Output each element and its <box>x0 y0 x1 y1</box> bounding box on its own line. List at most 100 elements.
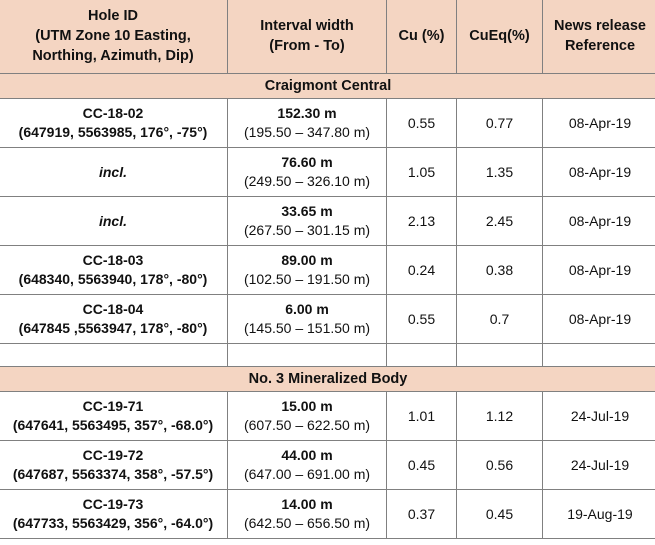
hole-cell: incl. <box>0 147 228 197</box>
cueq-value: 0.56 <box>456 440 543 490</box>
hole-cell: CC-18-02 (647919, 5563985, 176°, -75°) <box>0 98 228 148</box>
interval-width: 89.00 m <box>281 252 333 268</box>
blank-row <box>0 343 655 367</box>
blank-cell <box>0 343 228 367</box>
header-news-ref: News release Reference <box>542 0 655 74</box>
cu-value: 2.13 <box>386 196 457 246</box>
table-row: CC-18-04 (647845 ,5563947, 178°, -80°) 6.… <box>0 294 655 344</box>
section-row: No. 3 Mineralized Body <box>0 366 655 392</box>
cu-value: 0.55 <box>386 98 457 148</box>
interval-range: (267.50 – 301.15 m) <box>243 222 371 238</box>
hole-coords: (648340, 5563940, 178°, -80°) <box>18 271 208 287</box>
hole-cell: CC-18-04 (647845 ,5563947, 178°, -80°) <box>0 294 228 344</box>
interval-range: (642.50 – 656.50 m) <box>243 515 371 531</box>
header-hole-id-sub2: Northing, Azimuth, Dip) <box>32 48 194 64</box>
hole-id: CC-19-71 <box>82 398 144 414</box>
hole-id: CC-19-72 <box>82 447 144 463</box>
hole-coords: (647919, 5563985, 176°, -75°) <box>18 124 208 140</box>
interval-width: 76.60 m <box>281 154 333 170</box>
blank-cell <box>542 343 655 367</box>
hole-id: CC-19-73 <box>82 496 144 512</box>
interval-cell: 152.30 m (195.50 – 347.80 m) <box>227 98 387 148</box>
hole-id: CC-18-03 <box>82 252 144 268</box>
news-ref: 08-Apr-19 <box>542 294 655 344</box>
table-row: incl. 33.65 m (267.50 – 301.15 m) 2.13 2.… <box>0 196 655 246</box>
table-row: incl. 76.60 m (249.50 – 326.10 m) 1.05 1.… <box>0 147 655 197</box>
cu-value: 0.45 <box>386 440 457 490</box>
header-interval-title: Interval width <box>260 18 354 34</box>
cu-value: 0.37 <box>386 489 457 539</box>
hole-cell: incl. <box>0 196 228 246</box>
interval-cell: 76.60 m (249.50 – 326.10 m) <box>227 147 387 197</box>
interval-range: (195.50 – 347.80 m) <box>243 124 371 140</box>
hole-id: CC-18-02 <box>82 105 144 121</box>
interval-width: 33.65 m <box>281 203 333 219</box>
cu-value: 0.55 <box>386 294 457 344</box>
table-row: CC-19-73 (647733, 5563429, 356°, -64.0°) … <box>0 489 655 539</box>
hole-cell: CC-19-72 (647687, 5563374, 358°, -57.5°) <box>0 440 228 490</box>
hole-coords: (647641, 5563495, 357°, -68.0°) <box>12 417 214 433</box>
header-hole-id: Hole ID (UTM Zone 10 Easting, Northing, … <box>0 0 228 74</box>
cueq-value: 0.45 <box>456 489 543 539</box>
blank-cell <box>386 343 457 367</box>
interval-cell: 15.00 m (607.50 – 622.50 m) <box>227 391 387 441</box>
header-hole-id-title: Hole ID <box>88 8 138 24</box>
news-ref: 24-Jul-19 <box>542 391 655 441</box>
interval-cell: 89.00 m (102.50 – 191.50 m) <box>227 245 387 295</box>
interval-cell: 33.65 m (267.50 – 301.15 m) <box>227 196 387 246</box>
header-news-sub: Reference <box>564 38 636 54</box>
table-row: CC-19-71 (647641, 5563495, 357°, -68.0°) … <box>0 391 655 441</box>
header-cueq: CuEq(%) <box>456 0 543 74</box>
news-ref: 19-Aug-19 <box>542 489 655 539</box>
header-hole-id-sub1: (UTM Zone 10 Easting, <box>35 28 191 44</box>
blank-cell <box>227 343 387 367</box>
header-news-title: News release <box>554 18 646 34</box>
interval-width: 6.00 m <box>285 301 329 317</box>
cu-value: 0.24 <box>386 245 457 295</box>
cueq-value: 0.7 <box>456 294 543 344</box>
header-interval-sub: (From - To) <box>269 38 345 54</box>
hole-id: incl. <box>98 163 127 180</box>
news-ref: 08-Apr-19 <box>542 147 655 197</box>
cueq-value: 0.77 <box>456 98 543 148</box>
interval-cell: 44.00 m (647.00 – 691.00 m) <box>227 440 387 490</box>
news-ref: 08-Apr-19 <box>542 196 655 246</box>
hole-id: incl. <box>98 212 127 229</box>
section-title: No. 3 Mineralized Body <box>0 366 655 392</box>
table-row: CC-18-02 (647919, 5563985, 176°, -75°) 15… <box>0 98 655 148</box>
table-row: CC-18-03 (648340, 5563940, 178°, -80°) 89… <box>0 245 655 295</box>
hole-coords: (647687, 5563374, 358°, -57.5°) <box>12 466 214 482</box>
table-row: CC-19-72 (647687, 5563374, 358°, -57.5°) … <box>0 440 655 490</box>
interval-cell: 6.00 m (145.50 – 151.50 m) <box>227 294 387 344</box>
cu-value: 1.05 <box>386 147 457 197</box>
hole-coords: (647845 ,5563947, 178°, -80°) <box>18 320 208 336</box>
cueq-value: 2.45 <box>456 196 543 246</box>
hole-cell: CC-19-73 (647733, 5563429, 356°, -64.0°) <box>0 489 228 539</box>
interval-range: (647.00 – 691.00 m) <box>243 466 371 482</box>
hole-cell: CC-19-71 (647641, 5563495, 357°, -68.0°) <box>0 391 228 441</box>
interval-width: 14.00 m <box>281 496 333 512</box>
cueq-value: 1.12 <box>456 391 543 441</box>
interval-range: (145.50 – 151.50 m) <box>243 320 371 336</box>
interval-range: (102.50 – 191.50 m) <box>243 271 371 287</box>
interval-range: (607.50 – 622.50 m) <box>243 417 371 433</box>
cueq-value: 1.35 <box>456 147 543 197</box>
blank-cell <box>456 343 543 367</box>
header-interval: Interval width (From - To) <box>227 0 387 74</box>
news-ref: 08-Apr-19 <box>542 98 655 148</box>
section-row: Craigmont Central <box>0 73 655 99</box>
interval-width: 15.00 m <box>281 398 333 414</box>
cueq-value: 0.38 <box>456 245 543 295</box>
header-cu: Cu (%) <box>386 0 457 74</box>
interval-cell: 14.00 m (642.50 – 656.50 m) <box>227 489 387 539</box>
header-row: Hole ID (UTM Zone 10 Easting, Northing, … <box>0 0 655 74</box>
hole-coords: (647733, 5563429, 356°, -64.0°) <box>12 515 214 531</box>
interval-width: 44.00 m <box>281 447 333 463</box>
interval-range: (249.50 – 326.10 m) <box>243 173 371 189</box>
section-title: Craigmont Central <box>0 73 655 99</box>
news-ref: 08-Apr-19 <box>542 245 655 295</box>
hole-id: CC-18-04 <box>82 301 144 317</box>
news-ref: 24-Jul-19 <box>542 440 655 490</box>
interval-width: 152.30 m <box>277 105 337 121</box>
